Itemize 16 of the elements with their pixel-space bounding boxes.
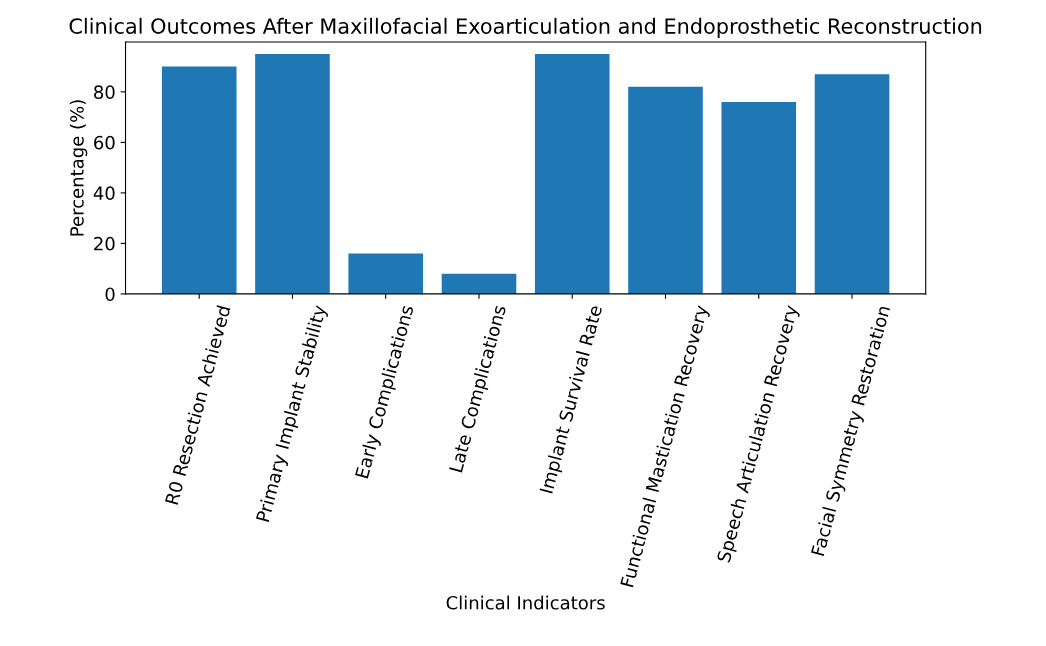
bar	[628, 86, 703, 294]
bar	[348, 253, 424, 294]
chart-title: Clinical Outcomes After Maxillofacial Exoarticulation and Endoprosthetic Reconstruction	[69, 17, 982, 38]
y-tick-label: 40	[93, 186, 115, 201]
bar	[721, 101, 797, 294]
y-tick-label: 60	[94, 135, 115, 150]
bar	[255, 53, 330, 294]
y-tick-label: 0	[105, 287, 115, 302]
bar	[534, 53, 610, 294]
y-tick-label: 80	[94, 85, 115, 99]
bar	[441, 273, 517, 294]
x-axis-title: Clinical Indicators	[446, 595, 605, 610]
bar	[814, 74, 890, 294]
y-axis-title: Percentage (%)	[69, 100, 88, 236]
y-tick-label: 20	[94, 236, 115, 251]
bar	[161, 66, 237, 294]
